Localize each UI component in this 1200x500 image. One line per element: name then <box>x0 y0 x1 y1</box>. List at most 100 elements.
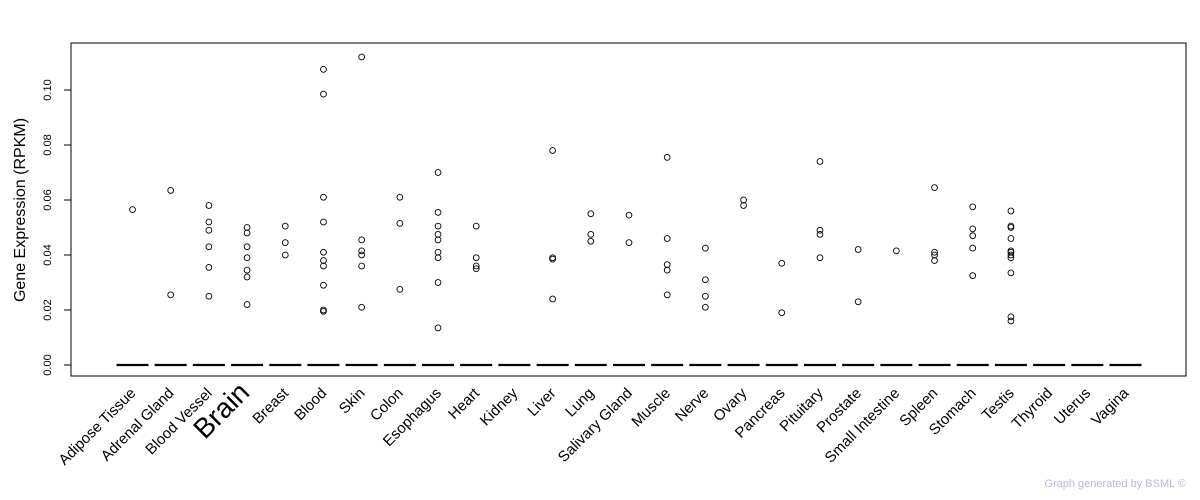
data-point <box>587 237 595 245</box>
x-category-label: Kidney <box>477 384 522 429</box>
data-point <box>205 202 213 209</box>
data-points <box>129 53 1015 332</box>
data-point <box>396 286 404 293</box>
data-point <box>205 226 213 234</box>
data-point <box>243 301 251 308</box>
y-tick-label: 0.02 <box>42 299 54 320</box>
y-tick-label: 0.04 <box>42 244 54 265</box>
x-category-label: Blood <box>291 385 330 424</box>
data-point <box>320 90 327 98</box>
data-point <box>205 264 213 271</box>
data-point <box>969 232 977 240</box>
x-category-label: Nerve <box>672 385 712 425</box>
data-point <box>434 254 442 262</box>
x-category-label: Vagina <box>1088 384 1133 429</box>
x-category-label: Breast <box>249 384 292 427</box>
data-point <box>472 222 480 230</box>
data-point <box>320 281 327 289</box>
data-point <box>243 254 251 262</box>
data-point <box>740 196 747 204</box>
data-point <box>816 158 824 165</box>
data-point <box>778 259 786 267</box>
data-point <box>281 239 289 246</box>
data-point <box>320 193 327 201</box>
data-point <box>167 187 175 194</box>
data-point <box>1007 317 1015 325</box>
data-point <box>320 66 327 73</box>
data-point <box>931 257 938 264</box>
data-point <box>702 292 709 300</box>
data-point <box>281 222 289 230</box>
data-point <box>243 273 251 281</box>
data-point <box>434 248 442 256</box>
data-point <box>702 244 709 252</box>
plot-frame <box>70 42 1187 377</box>
y-axis-title: Gene Expression (RPKM) <box>12 118 29 302</box>
data-point <box>243 243 251 251</box>
data-point <box>740 202 747 209</box>
data-point <box>434 222 442 230</box>
data-point <box>205 243 213 251</box>
data-point <box>434 231 442 238</box>
data-point <box>167 291 175 299</box>
data-point <box>243 266 251 274</box>
data-point <box>1007 207 1015 215</box>
data-point <box>663 291 671 299</box>
data-point <box>969 272 977 279</box>
data-point <box>434 169 442 176</box>
data-point <box>663 154 671 161</box>
data-point <box>243 224 251 231</box>
data-point <box>358 53 366 61</box>
data-point <box>320 308 327 315</box>
data-point <box>625 211 633 219</box>
data-point <box>549 295 556 303</box>
data-point <box>472 265 480 273</box>
data-point <box>549 147 556 154</box>
data-point <box>1007 313 1015 321</box>
data-point <box>969 203 977 211</box>
data-point <box>663 235 671 242</box>
data-point <box>396 193 404 201</box>
data-point <box>434 236 442 244</box>
data-point <box>625 239 633 246</box>
y-tick-label: 0.08 <box>42 134 54 155</box>
data-point <box>320 218 327 226</box>
data-point <box>1007 235 1015 242</box>
data-point <box>205 218 213 226</box>
x-category-label: Liver <box>524 385 559 420</box>
data-point <box>816 231 824 238</box>
data-point <box>702 303 709 311</box>
data-point <box>358 236 366 244</box>
data-point <box>969 225 977 233</box>
data-point <box>243 229 251 237</box>
data-point <box>587 231 595 238</box>
data-point <box>549 255 556 263</box>
data-point <box>663 261 671 268</box>
data-point <box>281 251 289 259</box>
data-point <box>396 220 404 227</box>
data-point <box>434 279 442 286</box>
y-tick-label: 0.06 <box>42 189 54 210</box>
data-point <box>778 309 786 317</box>
data-point <box>472 262 480 270</box>
y-tick-label: 0.10 <box>42 79 54 100</box>
x-category-label: Uterus <box>1051 385 1094 428</box>
data-point <box>892 247 900 255</box>
data-point <box>969 244 977 252</box>
data-point <box>854 246 862 253</box>
data-point <box>1007 251 1015 259</box>
data-point <box>358 303 366 311</box>
data-point <box>816 254 824 262</box>
data-point <box>129 206 136 213</box>
data-point <box>472 254 480 262</box>
data-point <box>1007 254 1015 262</box>
data-point <box>320 248 327 256</box>
x-category-label: Skin <box>336 385 369 418</box>
data-point <box>854 298 862 306</box>
y-ticks: 0.00 0.02 0.04 0.06 0.08 0.10 <box>42 79 71 376</box>
data-point <box>358 251 366 259</box>
x-category-label: Thyroid <box>1009 385 1056 432</box>
data-point <box>663 266 671 274</box>
